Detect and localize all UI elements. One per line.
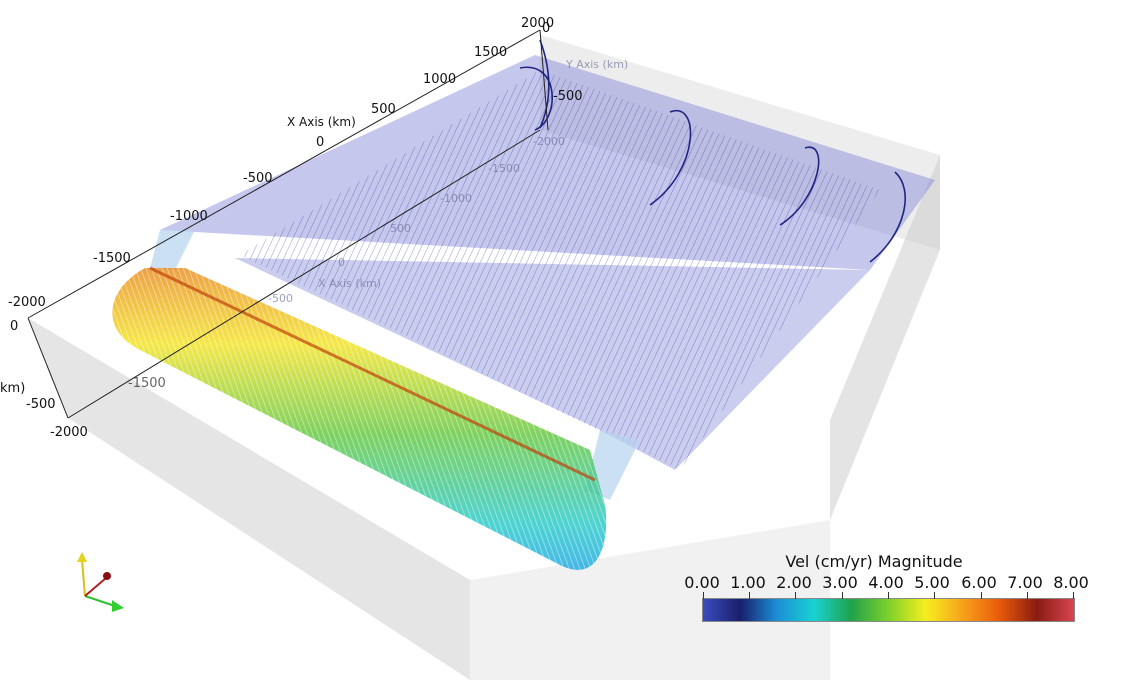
legend-title: Vel (cm/yr) Magnitude bbox=[785, 552, 963, 571]
x-tick-label: 0 bbox=[316, 135, 324, 150]
x-tick-label: 1000 bbox=[423, 72, 456, 87]
loop-2 bbox=[649, 109, 692, 206]
loop-1 bbox=[519, 66, 553, 131]
legend-tickmark bbox=[888, 592, 889, 599]
orientation-z-axis bbox=[84, 577, 107, 597]
legend-tickmark bbox=[934, 592, 935, 599]
legend-tick: 2.00 bbox=[776, 573, 812, 592]
x-axis-title: X Axis (km) bbox=[287, 115, 356, 129]
loop-3 bbox=[779, 146, 820, 226]
x-tick-label: -1500 bbox=[93, 251, 131, 266]
streamline-loops bbox=[519, 39, 906, 263]
orientation-y-arrow bbox=[77, 552, 87, 562]
x-tick-label: -1000 bbox=[170, 209, 208, 224]
y-ghost-tick: -1500 bbox=[488, 162, 520, 175]
y-ghost-tick: -1000 bbox=[440, 192, 472, 205]
velocity-tube bbox=[112, 266, 607, 570]
orientation-x-arrow bbox=[112, 600, 124, 612]
x-far-tick: -1500 bbox=[128, 376, 166, 391]
legend-tickmark bbox=[703, 592, 704, 599]
x-tick-label: -2000 bbox=[8, 295, 46, 310]
y-tick-label: 0 bbox=[542, 21, 550, 36]
x-far-tick: 0 bbox=[338, 256, 345, 269]
z-tick-label: -2000 bbox=[50, 425, 88, 440]
legend-tick: 5.00 bbox=[914, 573, 950, 592]
x-tick-label: 2000 bbox=[521, 16, 554, 31]
x-axis-far-ticks: 500 0 -500 X Axis (km) -1500 bbox=[128, 222, 411, 391]
box-left-face bbox=[28, 318, 470, 680]
y-axis-title: Y Axis (km) bbox=[565, 58, 628, 71]
z-tick-label: -500 bbox=[26, 397, 56, 412]
legend-tickmark bbox=[842, 592, 843, 599]
legend-tickmark bbox=[1027, 592, 1028, 599]
box-right-face bbox=[830, 155, 940, 520]
x-tick-label: 1500 bbox=[474, 45, 507, 60]
z-tick-label: 0 bbox=[10, 319, 18, 334]
legend-tickmark bbox=[749, 592, 750, 599]
slab-plane bbox=[150, 55, 935, 500]
legend-tick: 6.00 bbox=[961, 573, 997, 592]
legend-tickmark bbox=[795, 592, 796, 599]
orientation-z-tip bbox=[103, 572, 111, 580]
x-far-tick: 500 bbox=[390, 222, 411, 235]
axes bbox=[27, 29, 549, 419]
x-tick-label: -500 bbox=[243, 171, 273, 186]
legend-tickmark bbox=[981, 592, 982, 599]
x-axis-line bbox=[27, 29, 541, 319]
legend-tickmark bbox=[1073, 592, 1074, 599]
x-tick-label: 500 bbox=[371, 102, 396, 117]
orientation-axes-widget[interactable] bbox=[77, 552, 124, 612]
x-far-tick: -500 bbox=[268, 292, 293, 305]
legend-tick: 0.00 bbox=[684, 573, 720, 592]
loop-4 bbox=[869, 171, 906, 263]
orientation-y-axis bbox=[81, 559, 86, 597]
legend-tick: 7.00 bbox=[1007, 573, 1043, 592]
color-legend: Vel (cm/yr) Magnitude 0.00 1.00 2.00 3.0… bbox=[684, 552, 1089, 632]
x-axis-ticks: -2000 -1500 -1000 -500 0 500 1000 1500 2… bbox=[8, 16, 554, 310]
loop-5 bbox=[539, 39, 550, 129]
z-axis-title: km) bbox=[0, 381, 25, 396]
y-tick-label: -500 bbox=[553, 89, 583, 104]
legend-tick: 8.00 bbox=[1053, 573, 1089, 592]
y-axis-ticks: 0 -500 Y Axis (km) -2000 -1500 -1000 bbox=[440, 21, 628, 205]
slab-streamlines bbox=[240, 70, 880, 470]
orientation-x-axis bbox=[84, 595, 116, 607]
z-axis-ticks: 0 km) -500 -2000 bbox=[0, 319, 88, 440]
y-ghost-tick: -2000 bbox=[533, 135, 565, 148]
legend-tick: 3.00 bbox=[822, 573, 858, 592]
tube-top-ridge bbox=[149, 266, 596, 482]
legend-tick-labels: 0.00 1.00 2.00 3.00 4.00 5.00 6.00 7.00 … bbox=[684, 573, 1089, 593]
legend-tick: 4.00 bbox=[868, 573, 904, 592]
z-axis-line bbox=[27, 317, 69, 419]
z-axis-far-line bbox=[539, 29, 549, 131]
legend-tick: 1.00 bbox=[730, 573, 766, 592]
slab-link-left bbox=[150, 230, 195, 270]
tube-streak-overlay bbox=[112, 268, 607, 570]
x-axis-far-line bbox=[67, 129, 541, 419]
box-front-face bbox=[470, 520, 830, 680]
x-far-axis-title: X Axis (km) bbox=[318, 277, 381, 290]
colormap-bar bbox=[702, 592, 1075, 622]
